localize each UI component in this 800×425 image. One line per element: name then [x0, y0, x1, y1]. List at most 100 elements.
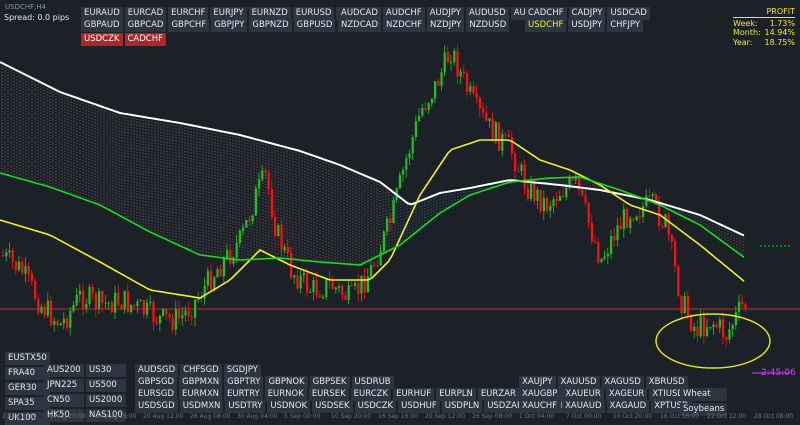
symbol-button-sgdjpy[interactable]: SGDJPY — [223, 364, 261, 377]
symbol-button-jpn225[interactable]: JPN225 — [44, 379, 84, 392]
symbol-button-wheat[interactable]: Wheat — [680, 388, 728, 401]
symbol-button-gbptry[interactable]: GBPTRY — [224, 376, 264, 389]
symbol-button-us2000[interactable]: US2000 — [86, 394, 126, 407]
symbol-button-xagaud[interactable]: XAGAUD — [606, 400, 650, 413]
symbol-button-nzdcad[interactable]: NZDCAD — [338, 19, 382, 32]
symbol-button-eurnok[interactable]: EURNOK — [264, 388, 307, 401]
symbol-button-eurhuf[interactable]: EURHUF — [393, 388, 435, 401]
symbol-button-gbpcad[interactable]: GBPCAD — [124, 19, 167, 32]
symbol-button-gbpsgd[interactable]: GBPSGD — [135, 376, 178, 389]
symbol-button-audsgd[interactable]: AUDSGD — [135, 364, 179, 377]
symbol-button-cadchf[interactable]: CADCHF — [124, 33, 167, 46]
candle-body — [235, 243, 238, 258]
symbol-button-eurchf[interactable]: EURCHF — [168, 7, 209, 20]
time-axis-label: 7 Oct 00:00 — [566, 413, 602, 420]
symbol-button-cadchf[interactable]: CADCHF — [525, 7, 567, 20]
time-axis-label: 28 Oct 08:00 — [754, 413, 794, 420]
symbol-button-xaugbp[interactable]: XAUGBP — [519, 388, 561, 401]
symbol-button-eurtry[interactable]: EURTRY — [224, 388, 263, 401]
symbol-button-us500[interactable]: US500 — [86, 379, 126, 392]
symbol-button-ger30[interactable]: GER30 — [5, 382, 50, 395]
candle-body — [488, 118, 491, 121]
symbol-button-xtiusd[interactable]: XTIUSD — [649, 388, 687, 401]
symbol-button-eursgd[interactable]: EURSGD — [135, 388, 178, 401]
symbol-button-soybeans[interactable]: Soybeans — [680, 403, 728, 416]
candle-body — [88, 286, 91, 305]
symbol-button-gbpchf[interactable]: GBPCHF — [168, 19, 210, 32]
symbol-button-eurczk[interactable]: EURCZK — [350, 388, 392, 401]
symbol-button-usdczk[interactable]: USDCZK — [354, 400, 397, 413]
symbol-button-gbpaud[interactable]: GBPAUD — [81, 19, 123, 32]
symbol-button-eurusd[interactable]: EURUSD — [292, 7, 335, 20]
candle-body — [59, 323, 62, 326]
symbol-button-eursek[interactable]: EURSEK — [308, 388, 349, 401]
symbol-button-usdchf[interactable]: USDCHF — [525, 19, 567, 32]
symbol-button-cadjpy[interactable]: CADJPY — [568, 7, 606, 20]
symbol-button-audusd[interactable]: AUDUSD — [465, 7, 509, 20]
symbol-button-xaueur[interactable]: XAUEUR — [562, 388, 604, 401]
symbol-button-usdhuf[interactable]: USDHUF — [398, 400, 440, 413]
symbol-button-eustx50[interactable]: EUSTX50 — [5, 352, 50, 365]
symbol-button-aus200[interactable]: AUS200 — [44, 364, 84, 377]
symbol-button-usdzar[interactable]: USDZAR — [484, 400, 526, 413]
symbol-button-hk50[interactable]: HK50 — [44, 409, 84, 422]
candle-body — [661, 226, 664, 228]
symbol-button-usdmxn[interactable]: USDMXN — [179, 400, 224, 413]
candle-body — [456, 50, 459, 77]
candle-body — [677, 266, 680, 296]
symbol-button-audcad[interactable]: AUDCAD — [338, 7, 381, 20]
candle-body — [440, 72, 443, 86]
symbol-button-nzdchf[interactable]: NZDCHF — [383, 19, 425, 32]
symbol-button-gbpsek[interactable]: GBPSEK — [309, 376, 350, 389]
symbol-button-eurjpy[interactable]: EURJPY — [210, 7, 247, 20]
symbol-button-nzdusd[interactable]: NZDUSD — [466, 19, 510, 32]
symbol-button-usdnok[interactable]: USDNOK — [267, 400, 311, 413]
symbol-button-euraud[interactable]: EURAUD — [81, 7, 123, 20]
symbol-button-xauchf[interactable]: XAUCHF — [519, 400, 561, 413]
symbol-button-usdpln[interactable]: USDPLN — [441, 400, 483, 413]
symbol-button-xagusd[interactable]: XAGUSD — [601, 376, 644, 389]
candle-body — [366, 276, 369, 293]
symbol-button-spa35[interactable]: SPA35 — [5, 397, 50, 410]
symbol-button-fra40[interactable]: FRA40 — [5, 367, 50, 380]
symbol-button-xaujpy[interactable]: XAUJPY — [519, 376, 556, 389]
symbol-button-xageur[interactable]: XAGEUR — [605, 388, 648, 401]
symbol-button-gbpmxn[interactable]: GBPMXN — [179, 376, 223, 389]
symbol-button-usdsgd[interactable]: USDSGD — [135, 400, 178, 413]
symbol-button-usdjpy[interactable]: USDJPY — [568, 19, 606, 32]
symbol-button-audchf[interactable]: AUDCHF — [382, 7, 425, 20]
symbol-button-usdrub[interactable]: USDRUB — [351, 376, 394, 389]
symbol-button-gbpjpy[interactable]: GBPJPY — [211, 19, 248, 32]
symbol-button-xbrusd[interactable]: XBRUSD — [645, 376, 688, 389]
symbol-button-nas100[interactable]: NAS100 — [86, 409, 126, 422]
symbol-button-xauusd[interactable]: XAUUSD — [557, 376, 600, 389]
symbol-button-usdczk[interactable]: USDCZK — [81, 33, 123, 46]
symbol-row-red: USDCZK CADCHF — [81, 33, 167, 46]
symbol-button-usdsek[interactable]: USDSEK — [312, 400, 353, 413]
candle-body — [402, 169, 405, 175]
symbol-button-eurnzd[interactable]: EURNZD — [248, 7, 291, 20]
candle-body — [430, 98, 433, 104]
symbol-button-eurmxn[interactable]: EURMXN — [179, 388, 223, 401]
symbol-button-xauaud[interactable]: XAUAUD — [562, 400, 605, 413]
symbol-button-usdtry[interactable]: USDTRY — [225, 400, 266, 413]
candle-body — [389, 218, 392, 223]
symbol-button-cn50[interactable]: CN50 — [44, 394, 84, 407]
symbol-button-gbpnok[interactable]: GBPNOK — [265, 376, 308, 389]
symbol-button-chfsgd[interactable]: CHFSGD — [180, 364, 222, 377]
symbol-button-nzdjpy[interactable]: NZDJPY — [426, 19, 465, 32]
candle-body — [206, 270, 209, 286]
symbol-button-gbpnzd[interactable]: GBPNZD — [249, 19, 292, 32]
symbol-button-audjpy[interactable]: AUDJPY — [426, 7, 464, 20]
candle-body — [123, 290, 126, 309]
symbol-button-eurcad[interactable]: EURCAD — [124, 7, 167, 20]
candle-body — [603, 256, 606, 259]
symbol-button-gbpusd[interactable]: GBPUSD — [293, 19, 336, 32]
symbol-button-us30[interactable]: US30 — [86, 364, 126, 377]
symbol-button-eurpln[interactable]: EURPLN — [436, 388, 476, 401]
symbol-button-usdcad[interactable]: USDCAD — [607, 7, 650, 20]
symbol-button-uk100[interactable]: UK100 — [5, 412, 50, 425]
symbol-button-eurzar[interactable]: EURZAR — [477, 388, 519, 401]
symbol-button-chfjpy[interactable]: CHFJPY — [607, 19, 644, 32]
